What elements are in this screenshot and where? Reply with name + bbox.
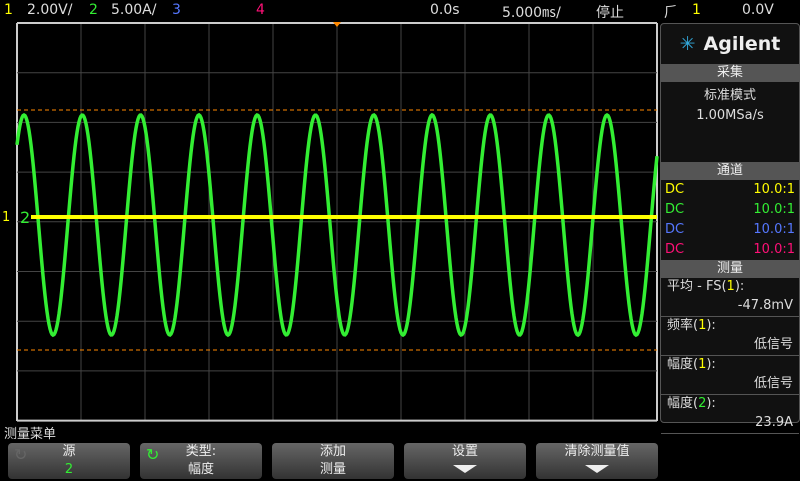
measurement-name: 频率( — [667, 318, 699, 333]
brand-logo: ✳ Agilent — [661, 24, 799, 64]
channel-row: DC 10.0:1 — [661, 240, 799, 260]
softkey-value: 2 — [64, 462, 74, 477]
side-panel: ✳ Agilent 采集 标准模式 1.00MSa/s 通道 DC 10.0:1 DC… — [660, 23, 800, 434]
softkey-value: 测量 — [319, 462, 346, 477]
trigger-position-marker — [333, 22, 341, 27]
measurement-suffix: ): — [706, 396, 716, 411]
measurement-label: 幅度(2): — [661, 395, 799, 413]
brand-name: Agilent — [703, 33, 781, 55]
measurement-label: 幅度(1): — [661, 356, 799, 374]
channel-probe-ratio: 10.0:1 — [753, 182, 795, 197]
softkey-button-4[interactable]: 设置 — [404, 443, 526, 479]
softkey-button-1[interactable]: ↻ 源 2 — [8, 443, 130, 479]
acquisition-header: 采集 — [661, 64, 799, 82]
ch2-number[interactable]: 2 — [89, 2, 98, 18]
acquisition-mode: 标准模式 — [703, 88, 756, 103]
channel-coupling: DC — [665, 242, 685, 257]
time-scale[interactable]: 5.000㎳/ — [502, 5, 561, 21]
channel-row: DC 10.0:1 — [661, 180, 799, 200]
agilent-spark-icon: ✳ — [679, 33, 696, 55]
channel-row: DC 10.0:1 — [661, 220, 799, 240]
softkey-label: 源 — [62, 444, 76, 459]
measurement-value: 23.9A — [661, 413, 799, 434]
channel-coupling: DC — [665, 182, 685, 197]
channel-row: DC 10.0:1 — [661, 200, 799, 220]
ch3-number[interactable]: 3 — [172, 2, 181, 18]
channel-coupling: DC — [665, 202, 685, 217]
rising-edge-icon: ⺁ — [664, 5, 678, 21]
softkey-label: 清除测量值 — [564, 444, 630, 459]
measurement-suffix: ): — [706, 357, 716, 372]
channel-probe-ratio: 10.0:1 — [753, 222, 795, 237]
ch2-scale[interactable]: 5.00A/ — [111, 2, 157, 18]
channels-header: 通道 — [661, 162, 799, 180]
arrow-down-icon — [453, 465, 477, 481]
ch4-number[interactable]: 4 — [256, 2, 265, 18]
measurement-suffix: ): — [706, 318, 716, 333]
measurement-name: 幅度( — [667, 357, 699, 372]
rotate-knob-icon: ↻ — [146, 445, 160, 464]
channel-probe-ratio: 10.0:1 — [753, 202, 795, 217]
measurement-source: 1 — [698, 318, 707, 333]
softkey-value: 幅度 — [187, 462, 214, 477]
softkey-button-2[interactable]: ↻ 类型: 幅度 — [140, 443, 262, 479]
run-state[interactable]: 停止 — [596, 5, 624, 21]
ch1-scale[interactable]: 2.00V/ — [27, 2, 73, 18]
status-bar: 1 2.00V/ 2 5.00A/ 3 4 0.0s 5.000㎳/ 停止 ⺁ … — [0, 0, 800, 22]
channel-coupling: DC — [665, 222, 685, 237]
measurement-label: 平均 - FS(1): — [661, 278, 799, 296]
rotate-knob-icon: ↻ — [14, 445, 28, 464]
softkey-label: 类型: — [185, 444, 217, 459]
trigger-level[interactable]: 0.0V — [742, 2, 774, 18]
measurement-value: 低信号 — [661, 374, 799, 395]
channel-probe-ratio: 10.0:1 — [753, 242, 795, 257]
measurement-source: 1 — [726, 279, 735, 294]
softkey-button-5[interactable]: 清除测量值 — [536, 443, 658, 479]
measurement-name: 平均 - FS( — [667, 279, 727, 294]
measurement-label: 频率(1): — [661, 317, 799, 335]
softkey-label: 设置 — [451, 444, 478, 459]
ch1-number[interactable]: 1 — [4, 2, 13, 18]
measurement-value: 低信号 — [661, 335, 799, 356]
measurement-source: 1 — [698, 357, 707, 372]
measurement-suffix: ): — [734, 279, 745, 294]
ch2-waveform — [15, 112, 659, 338]
arrow-down-icon — [585, 465, 609, 481]
measurements-header: 测量 — [661, 260, 799, 278]
time-delay[interactable]: 0.0s — [430, 2, 460, 18]
softkey-label: 添加 — [319, 444, 346, 459]
trigger-source[interactable]: 1 — [692, 2, 701, 18]
measurement-value: -47.8mV — [661, 296, 799, 317]
softkey-button-3[interactable]: 添加 测量 — [272, 443, 394, 479]
measurement-source: 2 — [698, 396, 707, 411]
sample-rate: 1.00MSa/s — [696, 108, 764, 123]
ch1-ground-marker: 1 — [2, 210, 10, 225]
measurement-name: 幅度( — [667, 396, 699, 411]
ch2-ground-marker: 2 — [20, 208, 30, 227]
menu-title: 测量菜单 — [4, 427, 57, 442]
